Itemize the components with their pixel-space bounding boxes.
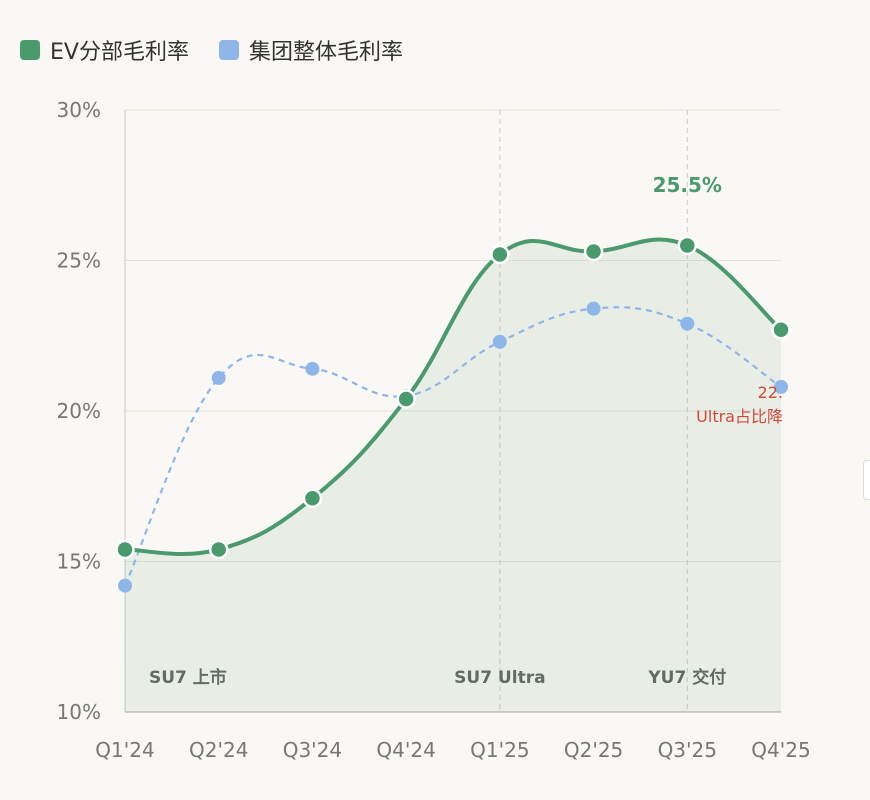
x-tick-label: Q4'24 [376,738,435,762]
x-tick-label: Q1'25 [470,738,529,762]
y-tick-label: 15% [57,550,101,574]
group-point [305,361,320,376]
legend-label-ev: EV分部毛利率 [50,40,189,65]
legend-swatch-group [218,40,239,60]
group-point [492,334,507,349]
group-point [211,370,226,385]
event-label: SU7 上市 [149,667,227,688]
group-point [774,379,788,394]
event-label: SU7 Ultra [454,668,545,688]
ev-point [490,244,510,265]
x-tick-label: Q2'25 [564,738,623,762]
y-tick-label: 10% [57,700,101,724]
ev-point [583,241,604,262]
annotation-note: Ultra占比降 [696,407,783,426]
x-tick-label: Q4'25 [751,738,810,762]
peak-value-label: 25.5% [653,173,722,197]
y-tick-label: 25% [57,249,101,273]
legend-label-group: 集团整体毛利率 [248,40,403,65]
ev-point [677,235,698,256]
x-tick-label: Q3'24 [283,738,342,762]
event-label: YU7 交付 [647,667,726,688]
group-point [586,301,601,316]
side-drawer-handle[interactable] [863,460,870,500]
ev-point [115,539,135,560]
y-tick-label: 20% [57,399,101,423]
ev-point [771,319,791,340]
group-point [118,578,132,593]
x-tick-label: Q3'25 [658,738,717,762]
legend-item-group[interactable]: 集团整体毛利率 [218,34,403,66]
ev-point [208,539,229,560]
legend-swatch-ev [20,40,40,60]
y-tick-label: 30% [57,98,101,122]
ev-point [396,389,416,409]
x-tick-label: Q1'24 [95,738,154,762]
legend: EV分部毛利率 集团整体毛利率 [20,34,403,66]
annotation-value: 22. [758,383,783,402]
x-tick-label: Q2'24 [189,738,248,762]
ev-area [125,239,781,712]
legend-item-ev[interactable]: EV分部毛利率 [20,34,189,66]
group-point [680,316,695,331]
ev-point [302,488,323,509]
